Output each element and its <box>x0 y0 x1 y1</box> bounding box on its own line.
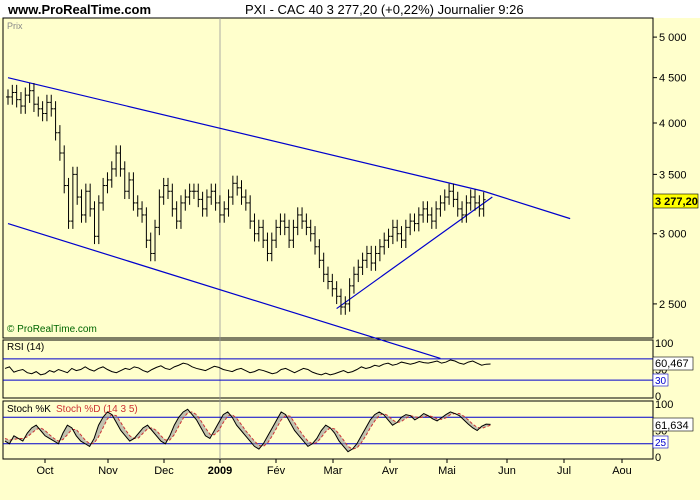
stoch-d-label: Stoch %D (14 3 5) <box>56 404 138 415</box>
x-tick-label: Aou <box>612 465 632 477</box>
y-axis-ticks: 5 000 4 500 4 000 3 500 3 000 2 500 <box>653 32 687 311</box>
x-tick-label: Fév <box>267 465 286 477</box>
last-price-value: 3 277,20 <box>655 196 698 208</box>
x-tick-label: Mai <box>438 465 456 477</box>
last-rsi-marker <box>652 356 694 371</box>
x-tick-label: Jun <box>498 465 516 477</box>
price-bars <box>6 83 486 315</box>
x-tick-label: Dec <box>154 465 174 477</box>
price-panel <box>2 17 654 339</box>
stoch-level-marker <box>652 435 669 449</box>
x-axis-ticks: Oct Nov Dec 2009 Fév Mar Avr Mai Jun Jul Aou <box>36 459 632 477</box>
watermark: © ProRealTime.com <box>7 324 97 335</box>
last-stoch-marker <box>652 417 694 432</box>
rsi-tick-label: 0 <box>655 391 661 403</box>
price-tick-label: 4 000 <box>659 118 687 130</box>
x-tick-label: Mar <box>324 465 343 477</box>
channel-lower-line <box>7 223 441 359</box>
chart-title: PXI - CAC 40 3 277,20 (+0,22%) Journalie… <box>245 2 524 17</box>
last-stoch-value: 61,634 <box>655 420 689 432</box>
stoch-k-line <box>4 408 491 453</box>
rsi-label: RSI (14) <box>7 342 44 353</box>
x-tick-label: Oct <box>36 465 53 477</box>
channel-upper-line <box>7 77 571 220</box>
price-tick-label: 5 000 <box>659 32 687 44</box>
last-price-marker <box>652 193 699 209</box>
price-tick-label: 4 500 <box>659 73 687 85</box>
rsi-tick-label: 100 <box>655 338 673 350</box>
header-bar <box>0 0 700 18</box>
price-tick-label: 3 500 <box>659 169 687 181</box>
x-tick-label: Jul <box>557 465 571 477</box>
stoch-tick-label: 0 <box>655 452 661 464</box>
stoch-tick-label: 100 <box>655 399 673 411</box>
x-tick-label: 2009 <box>208 465 232 477</box>
last-rsi-value: 60,467 <box>655 358 689 370</box>
rsi-line <box>4 359 491 376</box>
stoch-level-label: 25 <box>655 438 667 449</box>
rsi-level-label: 30 <box>655 376 667 387</box>
site-name: www.ProRealTime.com <box>7 2 151 17</box>
rsi-panel <box>2 339 654 399</box>
price-label: Prix <box>7 21 23 31</box>
rsi-level-marker <box>652 373 669 387</box>
price-tick-label: 3 000 <box>659 229 687 241</box>
x-tick-label: Avr <box>382 465 399 477</box>
x-tick-label: Nov <box>98 465 118 477</box>
price-tick-label: 2 500 <box>659 299 687 311</box>
stoch-k-label: Stoch %K <box>7 404 51 415</box>
